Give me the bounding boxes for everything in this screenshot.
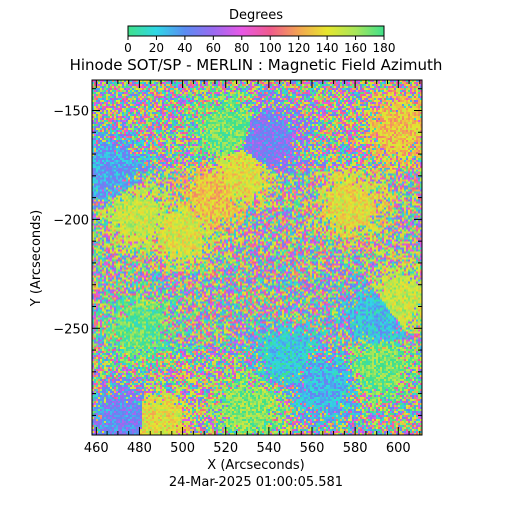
colorbar-tick-label: 80 [234,41,249,55]
x-axis: 460 480 500 520 540 560 580 600 [84,80,421,456]
x-tick-label: 580 [343,441,368,456]
colorbar-tick-label: 180 [373,41,396,55]
y-tick-label: −150 [53,104,89,119]
colorbar [127,25,385,37]
colorbar-tick-label: 40 [177,41,192,55]
x-tick-label: 600 [386,441,411,456]
colorbar-title: Degrees [229,8,283,23]
colorbar-tick-label: 140 [316,41,339,55]
y-axis-label: Y (Arcseconds) [29,210,44,307]
colorbar-ticks: 0 20 40 60 80 100 120 140 160 180 [124,36,395,55]
x-tick-label: 480 [127,441,152,456]
x-tick-label: 500 [170,441,195,456]
chart-title: Hinode SOT/SP - MERLIN : Magnetic Field … [70,56,443,74]
y-tick-label: −200 [53,213,89,228]
plot-frame [91,79,423,436]
azimuth-map [92,80,422,435]
colorbar-tick-label: 120 [287,41,310,55]
colorbar-tick-label: 0 [124,41,132,55]
colorbar-tick-label: 160 [344,41,367,55]
colorbar-tick-label: 100 [259,41,282,55]
timestamp: 24-Mar-2025 01:00:05.581 [169,475,343,490]
x-tick-label: 560 [300,441,325,456]
colorbar-tick-label: 20 [149,41,164,55]
y-tick-label: −250 [53,322,89,337]
x-tick-label: 540 [256,441,281,456]
colorbar-tick-label: 60 [206,41,221,55]
x-tick-label: 460 [84,441,109,456]
x-axis-label: X (Arcseconds) [207,458,304,473]
x-tick-label: 520 [213,441,238,456]
y-axis: −150 −200 −250 [53,88,422,416]
